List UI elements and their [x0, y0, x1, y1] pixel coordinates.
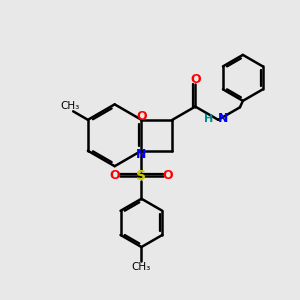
Text: CH₃: CH₃	[132, 262, 151, 272]
Text: O: O	[110, 169, 120, 182]
Text: H: H	[204, 114, 213, 124]
Text: S: S	[136, 169, 146, 183]
Text: O: O	[136, 110, 147, 123]
Text: O: O	[163, 169, 173, 182]
Text: N: N	[136, 148, 147, 161]
Text: N: N	[218, 112, 228, 125]
Text: O: O	[190, 73, 201, 86]
Text: CH₃: CH₃	[60, 101, 79, 111]
